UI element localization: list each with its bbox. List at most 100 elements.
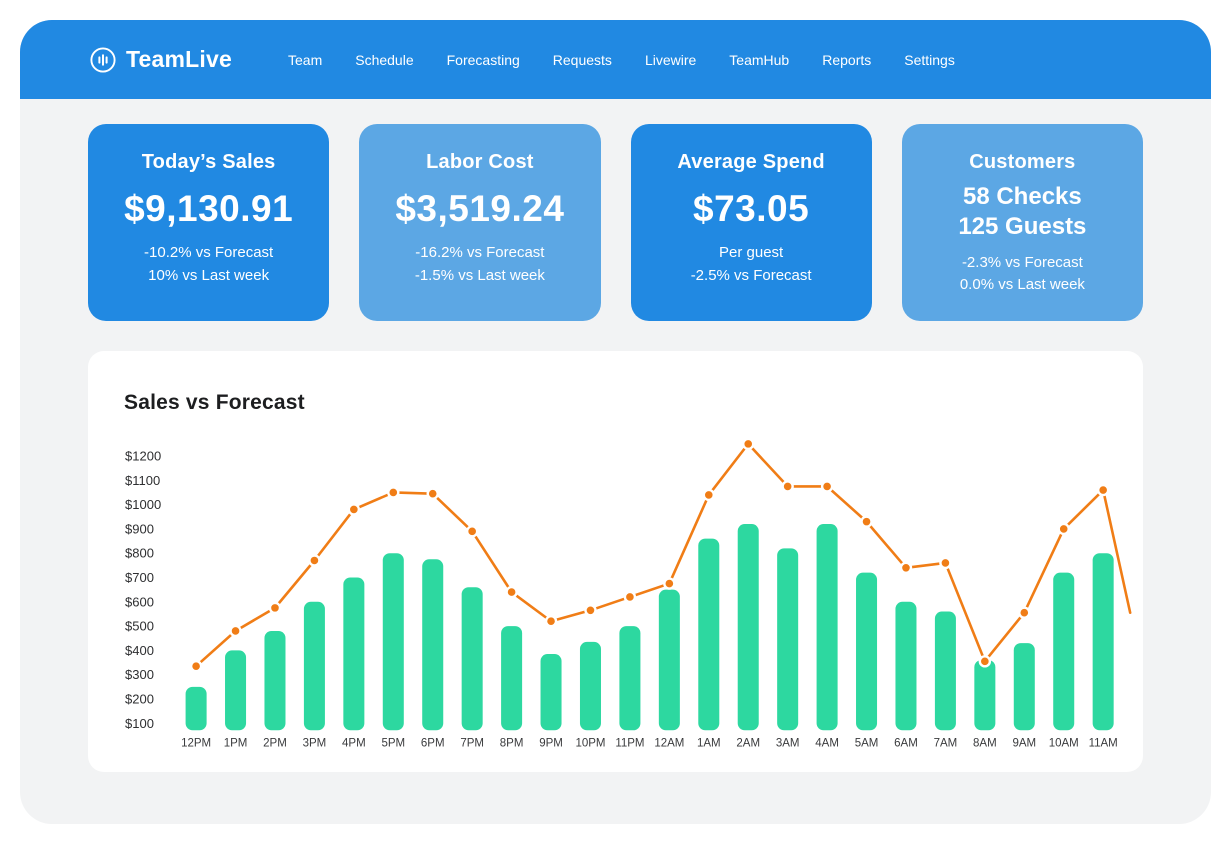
forecast-point (623, 590, 637, 604)
forecast-point (189, 659, 203, 673)
y-axis-tick: $600 (125, 594, 154, 609)
equalizer-circle-icon (90, 46, 116, 73)
sales-bar (1013, 643, 1035, 731)
x-axis-tick: 12PM (181, 737, 211, 749)
card-guests-count: 125 Guests (958, 213, 1087, 241)
card-vs-last-week: 10% vs Last week (148, 266, 270, 284)
x-axis-tick: 11AM (1089, 737, 1118, 749)
forecast-point (465, 525, 479, 538)
y-axis-tick: $1100 (125, 473, 160, 488)
nav-item-team[interactable]: Team (288, 51, 323, 68)
x-axis-tick: 3PM (303, 737, 327, 749)
x-axis-tick: 6AM (894, 737, 918, 749)
sales-vs-forecast-panel: Sales vs Forecast $1200 $1100 $1000 $900 $80… (88, 351, 1143, 772)
top-nav: TeamLive Team Schedule Forecasting Reque… (20, 20, 1211, 99)
forecast-point (939, 556, 952, 570)
y-axis-tick: $100 (125, 716, 154, 731)
sales-bar (658, 589, 680, 731)
card-value: $73.05 (693, 188, 810, 229)
x-axis-tick: 10AM (1049, 737, 1079, 749)
x-axis-tick: 2AM (736, 737, 760, 749)
x-axis-tick: 4AM (815, 737, 839, 749)
y-axis-tick: $300 (125, 667, 154, 682)
forecast-point (742, 437, 755, 451)
forecast-point (1018, 606, 1031, 619)
sales-bar (619, 626, 641, 731)
y-axis-tick: $800 (125, 546, 154, 561)
nav-item-reports[interactable]: Reports (822, 51, 872, 68)
x-axis-tick: 7PM (460, 737, 484, 749)
x-axis-tick: 7AM (934, 737, 958, 749)
nav-item-teamhub[interactable]: TeamHub (729, 51, 790, 68)
card-vs-forecast: -10.2% vs Forecast (144, 244, 274, 261)
stat-card-average-spend: Average Spend $73.05 Per guest -2.5% vs … (630, 124, 872, 321)
card-vs-forecast: -2.5% vs Forecast (690, 266, 812, 284)
forecast-point (347, 503, 361, 516)
sales-vs-forecast-chart: $1200 $1100 $1000 $900 $800 $700 $600 $500 $400 $… (125, 437, 1132, 749)
forecast-point (899, 561, 913, 574)
sales-bar (895, 601, 917, 731)
forecast-point (860, 515, 873, 528)
x-axis-tick: 5AM (855, 737, 879, 749)
nav-item-livewire[interactable]: Livewire (644, 51, 697, 68)
sales-bar (185, 686, 207, 731)
sales-bar (934, 611, 956, 731)
sales-bar (382, 553, 404, 731)
y-axis-tick: $500 (125, 619, 154, 634)
forecast-point (544, 615, 558, 628)
x-axis-tick: 6PM (421, 737, 445, 749)
forecast-point (663, 577, 676, 590)
nav-item-requests[interactable]: Requests (552, 51, 612, 68)
y-axis-tick: $1000 (125, 497, 161, 512)
y-axis-tick: $1200 (125, 449, 161, 464)
forecast-point (584, 604, 597, 617)
sales-bar (422, 559, 444, 731)
sales-bar (501, 626, 523, 731)
sales-bar (343, 577, 365, 731)
x-axis-tick: 12AM (654, 737, 684, 749)
y-axis-tick: $200 (125, 691, 154, 706)
x-axis-tick: 11PM (615, 737, 644, 749)
sales-bar (698, 538, 720, 731)
stat-card-labor-cost: Labor Cost $3,519.24 -16.2% vs Forecast … (359, 124, 601, 321)
forecast-point (268, 601, 282, 615)
x-axis-tick: 1AM (697, 737, 721, 749)
y-axis-tick: $700 (125, 570, 154, 585)
card-vs-last-week: -1.5% vs Last week (414, 266, 545, 284)
stat-card-customers: Customers 58 Checks 125 Guests -2.3% vs … (901, 124, 1143, 321)
forecast-point (1096, 483, 1110, 497)
main-content: Today’s Sales $9,130.91 -10.2% vs Foreca… (20, 99, 1211, 772)
sales-bar (579, 641, 601, 731)
forecast-point (505, 585, 518, 599)
nav-item-forecasting[interactable]: Forecasting (446, 51, 520, 68)
card-title: Average Spend (677, 151, 825, 173)
sales-bar (225, 650, 247, 731)
nav-item-settings[interactable]: Settings (904, 51, 955, 68)
x-axis-tick: 3AM (776, 737, 800, 749)
x-axis-tick: 9AM (1012, 737, 1036, 749)
sales-bar (303, 601, 325, 731)
forecast-point (426, 487, 439, 500)
forecast-point (229, 624, 242, 638)
nav-item-schedule[interactable]: Schedule (355, 51, 414, 68)
card-value: $9,130.91 (124, 188, 294, 229)
app-title: TeamLive (126, 46, 232, 72)
forecast-point (702, 488, 715, 502)
x-axis-tick: 10PM (575, 737, 605, 749)
forecast-point (308, 554, 321, 567)
card-value: $3,519.24 (395, 188, 565, 229)
forecast-point (820, 480, 834, 493)
stat-cards-row: Today’s Sales $9,130.91 -10.2% vs Foreca… (88, 124, 1143, 321)
x-axis-tick: 9PM (539, 737, 563, 749)
x-axis-tick: 8AM (973, 737, 997, 749)
teamlive-logo[interactable]: TeamLive (90, 46, 232, 73)
dashboard-app: TeamLive Team Schedule Forecasting Reque… (20, 20, 1211, 824)
forecast-point (387, 486, 400, 499)
forecast-point (978, 655, 992, 668)
chart-title: Sales vs Forecast (124, 391, 305, 414)
card-vs-forecast: -16.2% vs Forecast (415, 244, 545, 261)
y-axis-tick: $900 (125, 521, 154, 536)
x-axis-tick: 8PM (500, 737, 524, 749)
card-per-guest: Per guest (719, 244, 784, 261)
x-axis-tick: 2PM (263, 737, 287, 749)
